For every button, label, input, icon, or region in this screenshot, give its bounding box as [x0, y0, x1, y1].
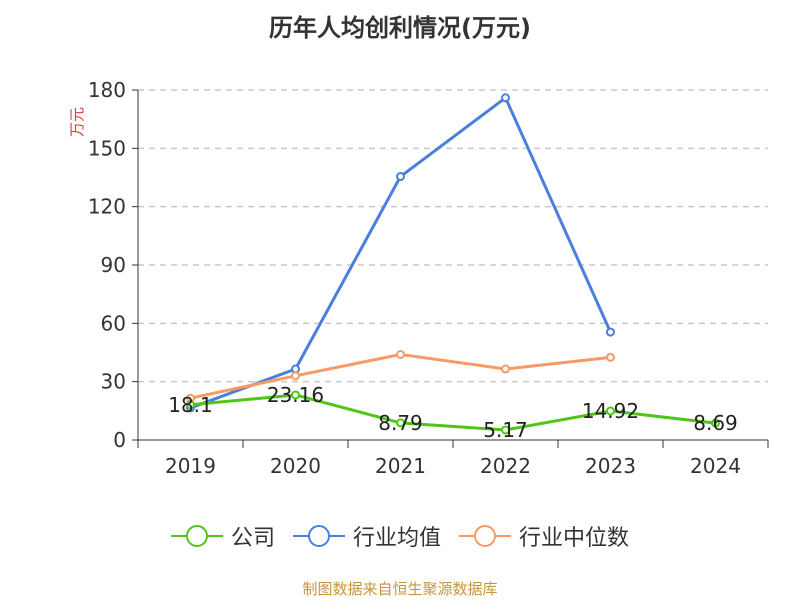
y-tick-label: 150	[88, 136, 126, 160]
x-tick-label: 2024	[690, 454, 741, 478]
y-tick-label: 180	[88, 78, 126, 102]
legend-marker-icon	[459, 524, 511, 548]
data-point	[291, 390, 300, 400]
data-point	[396, 418, 405, 428]
data-label: 8.69	[693, 411, 738, 435]
data-point	[396, 172, 405, 182]
data-point	[606, 406, 615, 416]
data-label: 23.16	[267, 383, 324, 407]
y-tick-label: 120	[88, 195, 126, 219]
data-label: 18.1	[168, 393, 213, 417]
source-note: 制图数据来自恒生聚源数据库	[302, 580, 498, 598]
x-tick-label: 2023	[585, 454, 636, 478]
series-line-company	[190, 393, 716, 432]
series-line-industry-median	[190, 352, 611, 400]
x-tick-label: 2020	[270, 454, 321, 478]
x-tick-label: 2022	[480, 454, 531, 478]
legend-item[interactable]: 行业均值	[292, 520, 441, 552]
data-label: 8.79	[378, 411, 423, 435]
legend-item[interactable]: 行业中位数	[459, 520, 629, 552]
y-tick-label: 0	[113, 428, 126, 452]
data-label: 14.92	[582, 399, 639, 423]
y-tick-label: 30	[101, 370, 126, 394]
data-point	[186, 400, 195, 410]
x-tick-label: 2021	[375, 454, 426, 478]
legend-marker-icon	[292, 524, 345, 548]
data-point	[501, 364, 510, 374]
y-tick-label: 90	[101, 253, 126, 277]
data-point	[501, 425, 510, 435]
chart-title: 历年人均创利情况(万元)	[269, 14, 531, 42]
data-point	[711, 418, 720, 428]
legend-marker-icon	[170, 524, 223, 548]
x-tick-label: 2019	[165, 454, 216, 478]
legend-label: 行业中位数	[519, 526, 630, 551]
y-axis-label: 万元	[68, 107, 86, 137]
legend-label: 公司	[230, 526, 275, 551]
data-point	[606, 352, 615, 362]
data-point	[606, 327, 615, 337]
series-line-industry-mean	[189, 96, 612, 410]
data-point	[396, 349, 405, 359]
legend: 公司 行业均值 行业中位数	[0, 520, 800, 552]
legend-item[interactable]: 公司	[170, 520, 275, 552]
y-tick-label: 60	[101, 311, 126, 335]
data-point	[501, 93, 510, 103]
data-label: 5.17	[483, 418, 528, 442]
legend-label: 行业均值	[352, 526, 441, 551]
data-point	[291, 371, 300, 381]
